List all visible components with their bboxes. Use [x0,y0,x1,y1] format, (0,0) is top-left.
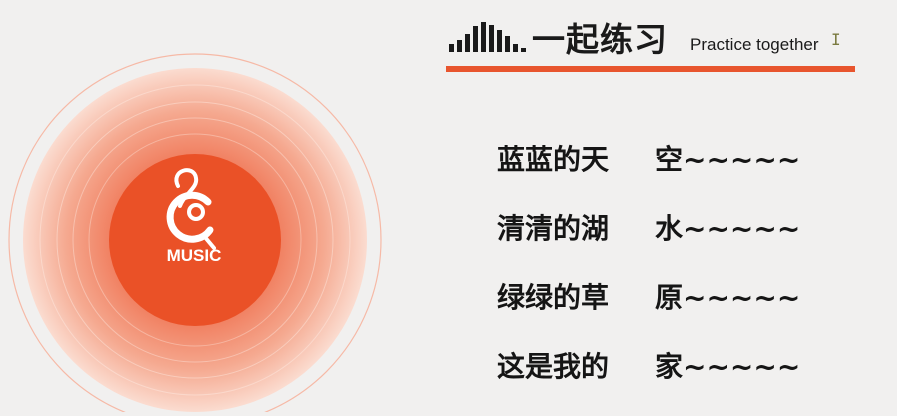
lyric-tail: 家~~~~~ [655,350,801,383]
page-title: 一起练习 [532,20,668,59]
music-note-q-logo-icon [166,168,216,250]
lyric-head: 清清的湖 [497,212,610,245]
lyric-tail: 空~~~~~ [655,143,801,176]
vinyl-music-label: MUSIC [167,246,222,265]
lyric-head: 这是我的 [497,350,610,383]
lyric-head: 绿绿的草 [497,281,610,314]
lyric-tail: 水~~~~~ [655,212,801,245]
title-underline [446,66,855,72]
signal-bars-icon [449,22,526,52]
page-subtitle: Practice together [690,35,819,54]
text-cursor-icon: I [831,30,841,49]
vinyl-record: MUSIC [8,53,382,412]
lyric-head: 蓝蓝的天 [497,143,610,176]
lyric-line: 绿绿的草 原~~~~~ [497,278,837,347]
lyrics-list: 蓝蓝的天 空~~~~~ 清清的湖 水~~~~~ 绿绿的草 原~~~~~ 这是我的 家~~… [497,140,837,416]
lyric-line: 清清的湖 水~~~~~ [497,209,837,278]
section-header: 一起练习 Practice together I [446,18,856,74]
lyric-line: 这是我的 家~~~~~ [497,347,837,416]
lyric-line: 蓝蓝的天 空~~~~~ [497,140,837,209]
lyric-tail: 原~~~~~ [655,281,801,314]
